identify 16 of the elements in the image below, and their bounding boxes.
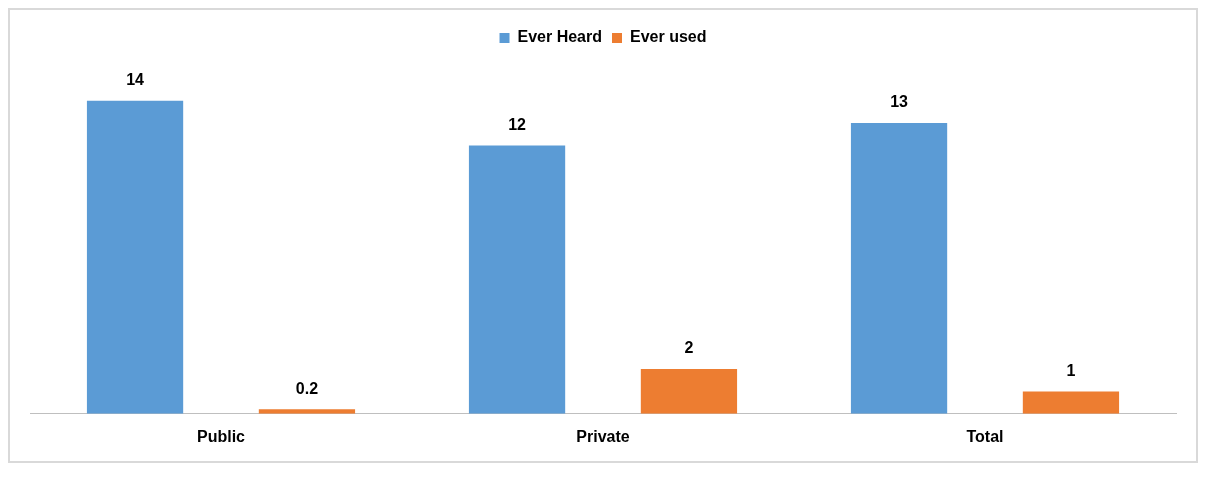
x-tick-label: Public <box>196 427 246 445</box>
legend-label: Ever Heard <box>517 28 603 46</box>
bar <box>1022 391 1120 414</box>
legend-label: Ever used <box>630 28 707 46</box>
data-label: 2 <box>684 339 694 357</box>
x-tick-label: Total <box>966 427 1004 445</box>
bar <box>468 145 566 414</box>
bar <box>640 369 738 414</box>
data-label: 13 <box>890 93 909 111</box>
data-label: 12 <box>508 115 527 133</box>
data-label: 1 <box>1066 361 1076 379</box>
data-label: 0.2 <box>295 379 319 397</box>
data-label: 14 <box>126 71 145 89</box>
bar <box>850 123 948 414</box>
x-tick-label: Private <box>576 427 630 445</box>
bar <box>86 100 184 414</box>
